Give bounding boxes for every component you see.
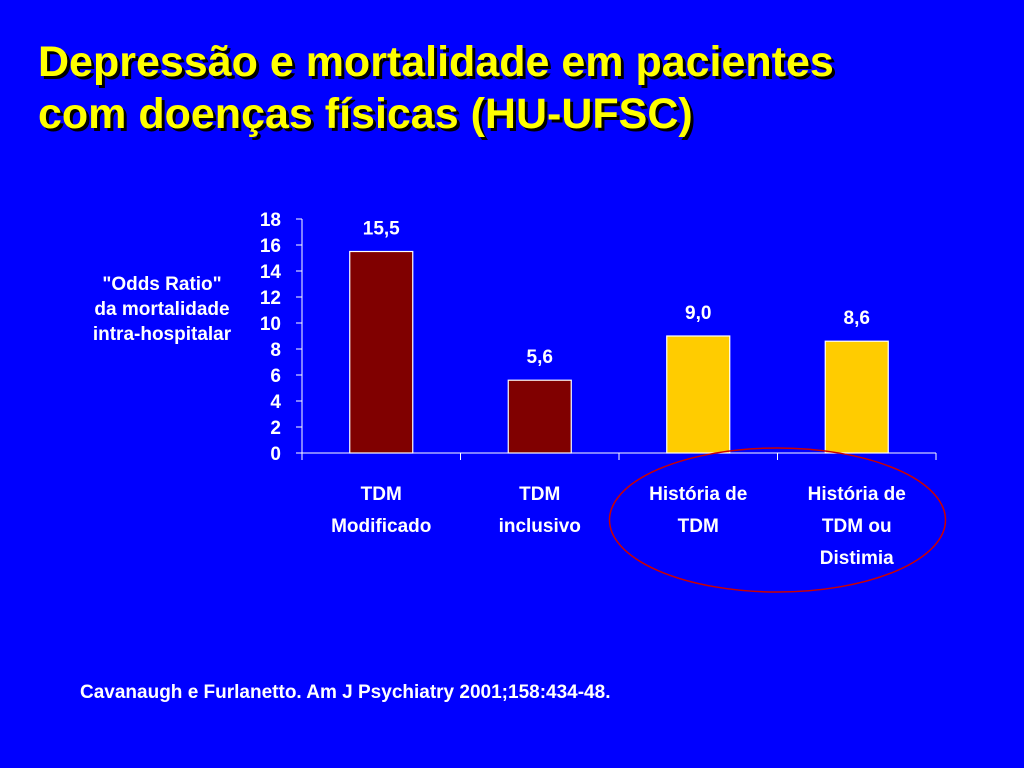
- y-tick-label: 2: [270, 418, 281, 439]
- bar-value-label: 8,6: [844, 308, 870, 329]
- x-category-label: TDM ou: [822, 516, 892, 537]
- x-category-label: História de: [649, 484, 747, 505]
- y-axis-label-line-2: da mortalidade: [94, 299, 230, 320]
- bar-value-label: 15,5: [363, 219, 400, 240]
- y-tick-label: 0: [270, 444, 281, 465]
- citation: Cavanaugh e Furlanetto. Am J Psychiatry …: [80, 682, 611, 703]
- title-line-2: com doenças físicas (HU-UFSC): [38, 90, 693, 138]
- x-category-label: TDM: [519, 484, 560, 505]
- y-tick-label: 12: [260, 288, 281, 309]
- y-tick-label: 8: [270, 340, 281, 361]
- bar: [824, 340, 889, 454]
- slide-title: Depressão e mortalidade em pacientes com…: [38, 36, 1008, 140]
- bar: [349, 250, 414, 454]
- title-line-1: Depressão e mortalidade em pacientes: [38, 38, 834, 86]
- y-tick-label: 16: [260, 236, 281, 257]
- y-tick-label: 10: [260, 314, 281, 335]
- y-axis-label: "Odds Ratio" da mortalidade intra-hospit…: [72, 272, 252, 347]
- x-category-label: História de: [808, 484, 906, 505]
- x-category-label: inclusivo: [499, 516, 581, 537]
- x-category-label: TDM: [361, 484, 402, 505]
- highlight-ellipse: [608, 447, 947, 593]
- y-tick-label: 4: [270, 392, 281, 413]
- bar-value-label: 9,0: [685, 303, 711, 324]
- y-axis-label-line-1: "Odds Ratio": [102, 274, 222, 295]
- x-category-label: TDM: [678, 516, 719, 537]
- x-category-label: Distimia: [820, 548, 894, 569]
- x-category-label: Modificado: [331, 516, 431, 537]
- y-tick-label: 6: [270, 366, 281, 387]
- bar: [507, 379, 572, 454]
- y-tick-label: 14: [260, 262, 282, 283]
- bar-value-label: 5,6: [527, 347, 553, 368]
- bar: [666, 335, 731, 454]
- y-axis-label-line-3: intra-hospitalar: [92, 324, 232, 345]
- y-tick-label: 18: [260, 210, 281, 231]
